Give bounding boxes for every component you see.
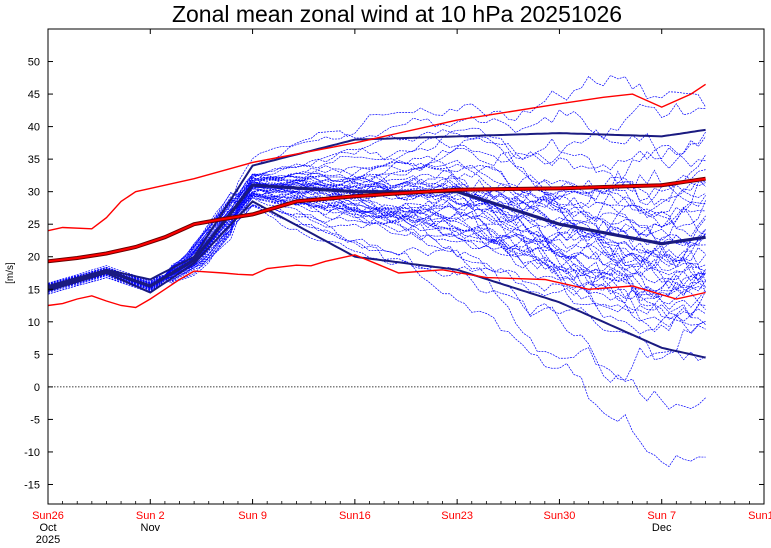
y-tick-label: 10 [28, 317, 40, 329]
ensemble-member-line [47, 187, 706, 293]
ensemble-member-line [47, 184, 706, 292]
climatology-max-line [47, 83, 706, 232]
x-tick-label: Sun 2 [136, 510, 165, 522]
ensemble-member-line [47, 103, 706, 286]
climatology-lines [47, 83, 706, 309]
x-tick-label: Sun14 [748, 510, 771, 522]
y-tick-label: 0 [34, 382, 40, 394]
y-tick-label: -5 [30, 414, 40, 426]
month-label: Nov [141, 522, 161, 534]
x-tick-label: Sun 7 [647, 510, 676, 522]
y-tick-label: -10 [24, 447, 40, 459]
ensemble-member-line [47, 204, 706, 325]
ensemble-member-line [47, 183, 706, 292]
x-tick-label: Sun 9 [238, 510, 267, 522]
y-tick-label: -15 [24, 479, 40, 491]
chart-title: Zonal mean zonal wind at 10 hPa 20251026 [172, 1, 622, 27]
ensemble-member-line [47, 74, 706, 290]
ensemble-member-line [47, 131, 706, 294]
plot-frame [47, 28, 765, 505]
climatology-mean-line [47, 177, 706, 263]
y-tick-label: 45 [28, 89, 40, 101]
y-tick-label: 30 [28, 187, 40, 199]
y-axis-label: [m/s] [5, 262, 16, 284]
x-tick-label: Sun23 [441, 510, 473, 522]
x-tick-label: Sun30 [544, 510, 576, 522]
ensemble-member-line [47, 205, 706, 410]
ensemble-member-line [47, 109, 706, 289]
ensemble-member-line [47, 147, 706, 284]
ensemble-member-line [47, 148, 706, 287]
ensemble-member-line [47, 188, 706, 333]
y-tick-label: 20 [28, 252, 40, 264]
ensemble-statistics [47, 128, 706, 359]
x-tick-label: Sun16 [339, 510, 371, 522]
year-label: 2025 [36, 534, 60, 546]
y-tick-label: 15 [28, 284, 40, 296]
ensemble-member-line [47, 192, 706, 327]
ensemble-member-line [47, 180, 706, 285]
y-tick-label: 50 [28, 57, 40, 69]
y-tick-label: 5 [34, 349, 40, 361]
y-tick-label: 40 [28, 122, 40, 134]
climatology-min-line [47, 254, 706, 309]
x-tick-label: Sun26 [32, 510, 64, 522]
month-label: Oct [39, 522, 56, 534]
ensemble-min-line [47, 200, 706, 359]
ensemble-mean-line [47, 183, 706, 290]
y-tick-label: 25 [28, 219, 40, 231]
month-label: Dec [652, 522, 672, 534]
ensemble-member-line [47, 132, 706, 290]
ensemble-max-line [47, 128, 706, 287]
ensemble-member-line [47, 185, 706, 326]
y-tick-label: 35 [28, 154, 40, 166]
